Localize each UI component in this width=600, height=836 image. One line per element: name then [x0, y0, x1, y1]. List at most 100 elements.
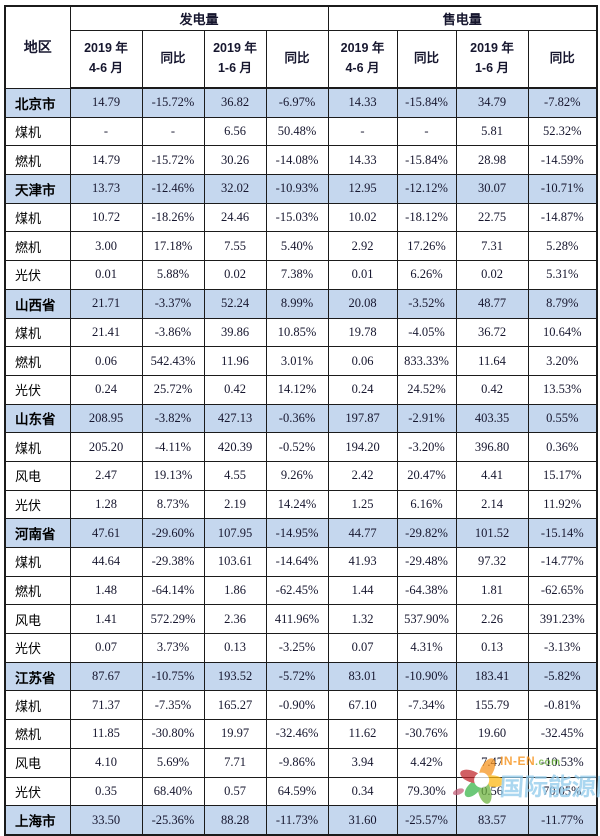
value-cell: -15.03% [265, 202, 329, 233]
value-cell: 4.31% [396, 633, 457, 663]
value-cell: 2.26 [455, 604, 529, 635]
value-cell: 0.02 [203, 260, 267, 290]
value-cell: -3.37% [141, 288, 205, 319]
value-cell: 13.73 [69, 174, 143, 204]
value-cell: 30.07 [455, 174, 529, 204]
value-cell: 0.56 [455, 776, 529, 807]
region-cell: 河南省 [4, 518, 71, 548]
value-cell: 52.32% [527, 116, 598, 147]
table-row: 山西省 21.71 -3.37% 52.24 8.99% 20.08 -3.52% 48.77… [4, 288, 598, 319]
value-cell: 572.29% [141, 604, 205, 635]
value-cell: -30.80% [141, 719, 205, 749]
table-row: 风电 2.47 19.13% 4.55 9.26% 2.42 20.47% 4.41 15.17… [4, 460, 598, 491]
value-cell: 20.08 [327, 288, 398, 319]
group-header-generation: 发电量 [69, 5, 329, 31]
value-cell: 10.72 [69, 202, 143, 233]
value-cell: -15.72% [141, 87, 205, 118]
value-cell: 0.07 [327, 633, 398, 663]
value-cell: 5.69% [141, 747, 205, 778]
value-cell: -4.05% [396, 317, 457, 348]
table-row: 风电 1.41 572.29% 2.36 411.96% 1.32 537.90% 2.26 3… [4, 604, 598, 635]
value-cell: 537.90% [396, 604, 457, 635]
value-cell: 17.26% [396, 231, 457, 262]
region-cell: 燃机 [4, 231, 71, 262]
col-header-sale-q2-yoy: 同比 [396, 29, 457, 89]
value-cell: 4.42% [396, 747, 457, 778]
region-cell: 燃机 [4, 346, 71, 376]
value-cell: 36.72 [455, 317, 529, 348]
table-row: 燃机 0.06 542.43% 11.96 3.01% 0.06 833.33% 11.64 3… [4, 346, 598, 376]
region-cell: 煤机 [4, 116, 71, 147]
value-cell: -14.87% [527, 202, 598, 233]
value-cell: 0.01 [69, 260, 143, 290]
value-cell: 88.28 [203, 805, 267, 836]
value-cell: 3.20% [527, 346, 598, 376]
region-cell: 燃机 [4, 719, 71, 749]
value-cell: 1.44 [327, 575, 398, 606]
value-cell: 1.28 [69, 489, 143, 520]
region-cell: 风电 [4, 604, 71, 635]
region-cell: 北京市 [4, 87, 71, 118]
value-cell: -11.77% [527, 805, 598, 836]
table-row: 煤机 21.41 -3.86% 39.86 10.85% 19.78 -4.05% 36.72… [4, 317, 598, 348]
table-row: 煤机 205.20 -4.11% 420.39 -0.52% 194.20 -3.20% 39… [4, 432, 598, 462]
value-cell: 83.57 [455, 805, 529, 836]
value-cell: 87.67 [69, 661, 143, 692]
value-cell: 10.64% [527, 317, 598, 348]
value-cell: 10.02 [327, 202, 398, 233]
value-cell: 3.00 [69, 231, 143, 262]
region-cell: 天津市 [4, 174, 71, 204]
value-cell: 44.64 [69, 547, 143, 577]
table-row: 风电 4.10 5.69% 7.71 -9.86% 3.94 4.42% 7.47 -10.53… [4, 747, 598, 778]
value-cell: 14.12% [265, 374, 329, 405]
region-cell: 光伏 [4, 633, 71, 663]
region-cell: 上海市 [4, 805, 71, 836]
value-cell: 70.05% [527, 776, 598, 807]
value-cell: 0.01 [327, 260, 398, 290]
value-cell: 2.42 [327, 460, 398, 491]
table-row: 燃机 1.48 -64.14% 1.86 -62.45% 1.44 -64.38% 1.81-… [4, 575, 598, 606]
region-cell: 燃机 [4, 145, 71, 176]
value-cell: 71.37 [69, 690, 143, 721]
value-cell: 5.40% [265, 231, 329, 262]
value-cell: -29.38% [141, 547, 205, 577]
value-cell: -14.08% [265, 145, 329, 176]
value-cell: -10.90% [396, 661, 457, 692]
value-cell: 6.26% [396, 260, 457, 290]
region-cell: 光伏 [4, 260, 71, 290]
value-cell: -18.26% [141, 202, 205, 233]
table-row: 煤机 71.37 -7.35% 165.27 -0.90% 67.10 -7.34% 155.… [4, 690, 598, 721]
value-cell: -12.46% [141, 174, 205, 204]
table-row: 光伏 0.24 25.72% 0.42 14.12% 0.24 24.52% 0.42 13.5… [4, 374, 598, 405]
value-cell: 0.06 [69, 346, 143, 376]
col-header-sale-q2: 2019 年 4-6 月 [327, 29, 398, 89]
value-cell: -11.73% [265, 805, 329, 836]
value-cell: 34.79 [455, 87, 529, 118]
value-cell: 0.42 [455, 374, 529, 405]
value-cell: 8.79% [527, 288, 598, 319]
value-cell: 193.52 [203, 661, 267, 692]
value-cell: 0.35 [69, 776, 143, 807]
value-cell: - [396, 116, 457, 147]
value-cell: -3.82% [141, 403, 205, 434]
value-cell: -5.82% [527, 661, 598, 692]
value-cell: 4.10 [69, 747, 143, 778]
value-cell: -32.46% [265, 719, 329, 749]
value-cell: 19.97 [203, 719, 267, 749]
value-cell: -9.86% [265, 747, 329, 778]
value-cell: 14.79 [69, 87, 143, 118]
value-cell: 24.52% [396, 374, 457, 405]
value-cell: 103.61 [203, 547, 267, 577]
value-cell: -7.34% [396, 690, 457, 721]
value-cell: - [327, 116, 398, 147]
value-cell: -15.72% [141, 145, 205, 176]
value-cell: 0.02 [455, 260, 529, 290]
value-cell: -14.95% [265, 518, 329, 548]
value-cell: -3.86% [141, 317, 205, 348]
value-cell: 0.13 [455, 633, 529, 663]
value-cell: 1.48 [69, 575, 143, 606]
value-cell: 0.24 [69, 374, 143, 405]
value-cell: 31.60 [327, 805, 398, 836]
value-cell: -0.36% [265, 403, 329, 434]
value-cell: 17.18% [141, 231, 205, 262]
